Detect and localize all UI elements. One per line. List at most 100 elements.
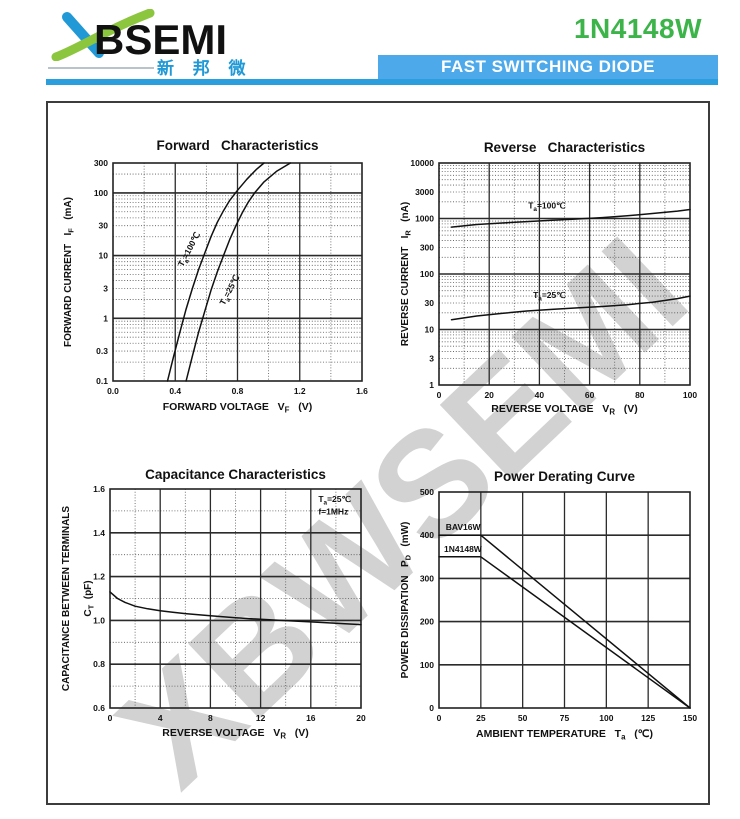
x-axis-title: REVERSE VOLTAGE VR (V) bbox=[491, 403, 638, 417]
x-tick-label: 1.6 bbox=[356, 386, 368, 396]
minor-grid bbox=[439, 163, 690, 385]
x-tick-label: 0.4 bbox=[169, 386, 181, 396]
chart-title: Capacitance Characteristics bbox=[145, 467, 326, 482]
major-grid bbox=[439, 163, 690, 385]
y-tick-label: 10 bbox=[425, 325, 435, 335]
y-tick-label: 3 bbox=[103, 283, 108, 293]
y-tick-label: 1 bbox=[103, 313, 108, 323]
y-tick-label: 300 bbox=[420, 243, 434, 253]
forward-characteristics-chart: 300 100 30 10 3 1 0.3 0.10.0 0.4 0.8 1.2 1.6 Forward… bbox=[63, 138, 368, 415]
plot-border bbox=[438, 491, 691, 709]
curve-label: Ta=25℃ bbox=[533, 290, 566, 303]
data-curve-ta-100- bbox=[166, 162, 265, 382]
y-axis-title: REVERSE CURRENT IR (nA) bbox=[400, 202, 413, 346]
curve-label: Ta=25℃ bbox=[217, 273, 244, 308]
chart-title: Reverse Characteristics bbox=[484, 140, 645, 155]
minor-grid bbox=[110, 489, 361, 708]
y-tick-label: 100 bbox=[420, 660, 434, 670]
y-tick-label: 30 bbox=[99, 221, 109, 231]
x-tick-label: 60 bbox=[585, 390, 595, 400]
reverse-characteristics-chart: 10000 3000 1000 300 100 30 10 3 10 20 40 60 80 100 Rev… bbox=[400, 140, 697, 417]
y-tick-label: 0.8 bbox=[93, 659, 105, 669]
data-curve-bav16w bbox=[438, 534, 691, 709]
y-tick-label: 30 bbox=[425, 298, 435, 308]
x-tick-label: 100 bbox=[683, 390, 697, 400]
labels-layer: 300 100 30 10 3 1 0.3 0.10.0 0.4 0.8 1.2 1.6 Forward… bbox=[63, 138, 368, 415]
x-tick-label: 80 bbox=[635, 390, 645, 400]
banner-title: FAST SWITCHING DIODE bbox=[441, 57, 655, 76]
y-axis-title: CT (pF) bbox=[83, 580, 96, 616]
x-tick-label: 0 bbox=[108, 713, 113, 723]
x-tick-label: 150 bbox=[683, 713, 697, 723]
y-tick-label: 500 bbox=[420, 487, 434, 497]
x-axis-title: REVERSE VOLTAGE VR (V) bbox=[162, 727, 309, 741]
curve-label: 1N4148W bbox=[444, 544, 483, 554]
y-tick-label: 1.2 bbox=[93, 572, 105, 582]
logo-divider-line bbox=[48, 67, 154, 69]
y-tick-label: 1.4 bbox=[93, 528, 105, 538]
y-tick-label: 100 bbox=[94, 188, 108, 198]
y-tick-label: 10000 bbox=[410, 158, 434, 168]
x-tick-label: 20 bbox=[484, 390, 494, 400]
curve-label: f=1MHz bbox=[318, 507, 348, 517]
chart-title: Forward Characteristics bbox=[156, 138, 318, 153]
y-tick-label: 300 bbox=[94, 158, 108, 168]
part-number: 1N4148W bbox=[573, 13, 702, 44]
curve-label: Ta=100℃ bbox=[528, 201, 566, 214]
power-derating-chart: 500 400 300 200 100 00 25 50 75 100 125 150 Power De… bbox=[400, 469, 697, 742]
x-axis-title: AMBIENT TEMPERATURE Ta (℃) bbox=[476, 728, 653, 742]
y-tick-label: 0.6 bbox=[93, 703, 105, 713]
x-tick-label: 125 bbox=[641, 713, 655, 723]
curve-label: BAV16W bbox=[446, 522, 482, 532]
y-tick-label: 1.0 bbox=[93, 615, 105, 625]
logo-x-blue-stroke bbox=[62, 12, 104, 58]
major-grid bbox=[110, 489, 361, 708]
x-tick-label: 0 bbox=[437, 390, 442, 400]
y-axis-title: POWER DISSIPATION PD (mW) bbox=[400, 522, 413, 679]
data-curve-1n4148w bbox=[438, 556, 691, 709]
data-curve-ta-100- bbox=[450, 208, 691, 228]
y-axis-title: CAPACITANCE BETWEEN TERMINALS bbox=[61, 506, 72, 692]
series-layer bbox=[438, 534, 691, 709]
chart-title: Power Derating Curve bbox=[494, 469, 636, 484]
series-layer bbox=[109, 591, 362, 626]
x-axis-title: FORWARD VOLTAGE VF (V) bbox=[163, 401, 312, 415]
y-tick-label: 100 bbox=[420, 269, 434, 279]
curve-label: Ta=25℃ bbox=[318, 494, 351, 507]
data-curve-ta-25- bbox=[185, 162, 292, 382]
plot-border bbox=[112, 162, 363, 382]
y-tick-label: 1000 bbox=[415, 214, 434, 224]
y-tick-label: 1.6 bbox=[93, 484, 105, 494]
series-layer bbox=[166, 162, 292, 382]
x-tick-label: 40 bbox=[535, 390, 545, 400]
company-logo: BSEMI bbox=[51, 9, 227, 61]
plot-border bbox=[109, 488, 362, 709]
labels-layer: 10000 3000 1000 300 100 30 10 3 10 20 40 60 80 100 Rev… bbox=[400, 140, 697, 417]
plot-border bbox=[438, 162, 691, 386]
labels-layer: 1.6 1.4 1.2 1.0 0.8 0.60 4 8 12 16 20 Capacitance C… bbox=[61, 467, 366, 741]
y-tick-label: 0.3 bbox=[96, 346, 108, 356]
header-underline bbox=[46, 79, 718, 85]
y-tick-label: 10 bbox=[99, 251, 109, 261]
x-tick-label: 0 bbox=[437, 713, 442, 723]
capacitance-characteristics-chart: 1.6 1.4 1.2 1.0 0.8 0.60 4 8 12 16 20 Capacitance C… bbox=[61, 467, 366, 741]
data-curve-ct bbox=[109, 591, 362, 626]
x-tick-label: 8 bbox=[208, 713, 213, 723]
x-tick-label: 25 bbox=[476, 713, 486, 723]
x-tick-label: 1.2 bbox=[294, 386, 306, 396]
y-tick-label: 400 bbox=[420, 530, 434, 540]
labels-layer: 500 400 300 200 100 00 25 50 75 100 125 150 Power De… bbox=[400, 469, 697, 742]
x-tick-label: 0.0 bbox=[107, 386, 119, 396]
logo-x-green-swoosh bbox=[51, 9, 155, 61]
y-tick-label: 300 bbox=[420, 573, 434, 583]
x-tick-label: 100 bbox=[599, 713, 613, 723]
series-layer bbox=[450, 208, 691, 321]
logo-chinese-text: 新 邦 微 bbox=[157, 59, 253, 78]
x-tick-label: 0.8 bbox=[232, 386, 244, 396]
major-grid bbox=[113, 163, 362, 381]
x-tick-label: 16 bbox=[306, 713, 316, 723]
major-grid bbox=[439, 492, 690, 708]
y-tick-label: 0.1 bbox=[96, 376, 108, 386]
x-tick-label: 4 bbox=[158, 713, 163, 723]
y-tick-label: 3 bbox=[429, 354, 434, 364]
